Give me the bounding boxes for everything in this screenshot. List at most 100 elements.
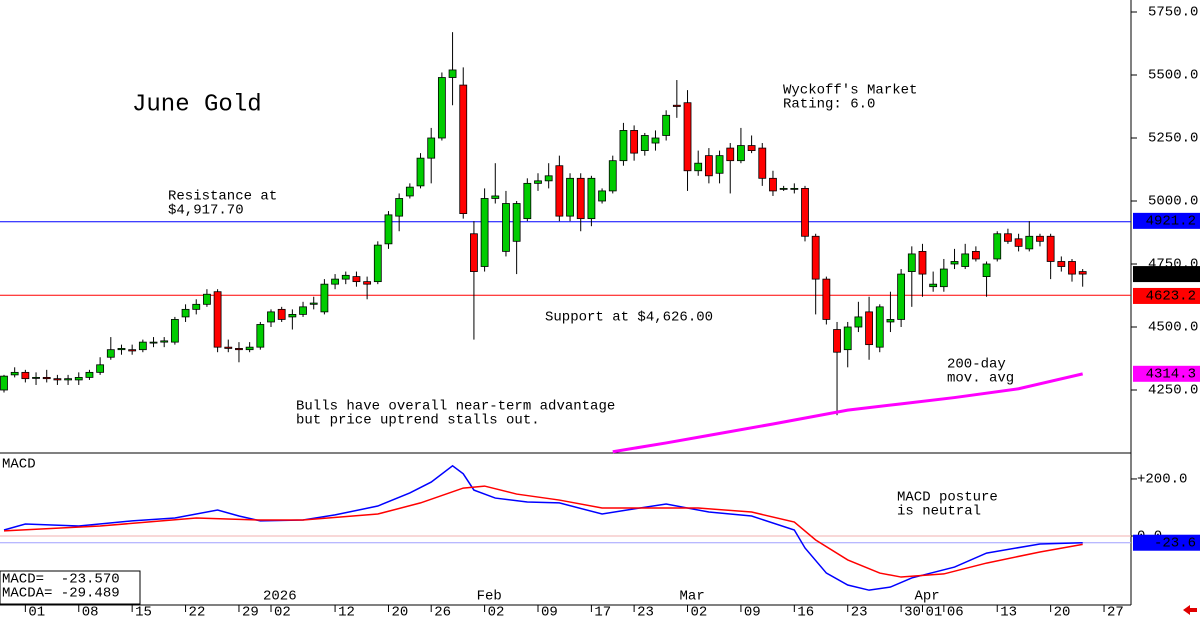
candle-body (192, 303, 201, 310)
macd-line (3, 485, 1083, 578)
candle-body (309, 302, 318, 305)
period-label: Mar (680, 589, 705, 605)
x-tick-label: 20 (1054, 605, 1071, 620)
candle-body (950, 261, 959, 265)
candle-body (42, 376, 51, 380)
x-tick-label: 29 (242, 605, 259, 620)
candle-body (886, 319, 895, 323)
candle-body (640, 135, 649, 151)
x-tick-label: 22 (189, 605, 206, 620)
x-tick-label: 20 (391, 605, 408, 620)
candle-body (235, 348, 243, 351)
candle-body (1004, 233, 1012, 242)
moving-average (612, 372, 1084, 454)
comment-note: Bulls have overall near-term advantage (296, 399, 615, 415)
candle-body (1036, 235, 1044, 242)
candle-body (523, 182, 532, 220)
candle-body (448, 69, 457, 78)
candle-body (694, 162, 703, 172)
candle-body (587, 177, 596, 220)
price-tag (1133, 365, 1200, 382)
candle-body (576, 177, 585, 220)
arrow-icon (1183, 605, 1197, 615)
candle-body (85, 371, 94, 378)
candle-body (619, 130, 628, 162)
x-tick-label: 02 (691, 605, 708, 620)
candle-body (64, 378, 72, 381)
candle-body (117, 348, 126, 351)
resistance-note: Resistance at (168, 189, 277, 205)
candle-body (299, 306, 307, 315)
candle-body (811, 235, 820, 280)
rating-note: Rating: 6.0 (783, 97, 875, 113)
candle-body (1078, 271, 1087, 275)
candle-body (427, 137, 436, 159)
candle-body (21, 371, 30, 380)
y-tick-label: +200.0 (1137, 472, 1187, 488)
candle-body (32, 376, 40, 379)
x-tick-label: 12 (338, 605, 355, 620)
candle-body (96, 364, 105, 373)
candle-body (801, 187, 809, 237)
candle-body (790, 187, 799, 190)
macd-note: is neutral (897, 504, 981, 520)
price-tag (1133, 534, 1200, 551)
x-tick-label: 02 (274, 605, 291, 620)
candle-body (170, 319, 179, 343)
candle-body (213, 291, 222, 348)
candle-body (480, 198, 489, 267)
candle-body (769, 177, 777, 192)
x-tick-label: 08 (82, 605, 99, 620)
x-tick-label: 23 (851, 605, 868, 620)
y-tick-label: 5000.0 (1148, 194, 1198, 210)
price-tag (1133, 266, 1200, 283)
x-tick-label: 01 (925, 605, 942, 620)
x-tick-label: 02 (488, 605, 505, 620)
macd-legend: MACD= -23.570 (2, 572, 120, 588)
candle-body (993, 233, 1002, 260)
price-tag-label: 4921.2 (1146, 214, 1196, 230)
resistance-note: $4,917.70 (168, 203, 244, 219)
candle-body (843, 326, 852, 351)
candle-body (224, 346, 233, 349)
candle-body (128, 349, 137, 352)
candle-body (704, 155, 713, 177)
candle-body (737, 145, 745, 162)
y-tick-label: 5250.0 (1148, 131, 1198, 147)
candle-body (651, 137, 660, 144)
candle-body (384, 214, 393, 245)
period-label: 2026 (263, 589, 297, 605)
macd-legend: MACDA= -29.489 (2, 586, 120, 602)
candle-body (822, 278, 831, 320)
candle-body (833, 329, 841, 353)
price-tag (1133, 212, 1200, 229)
candle-body (10, 371, 19, 376)
macd-note: MACD posture (897, 490, 998, 506)
candle-body (53, 378, 62, 381)
chart-title: June Gold (132, 91, 262, 118)
candle-body (1068, 261, 1076, 275)
candle-body (683, 102, 692, 172)
candle-body (907, 253, 916, 272)
candle-body (341, 274, 350, 280)
x-tick-label: 09 (744, 605, 761, 620)
candle-body (470, 233, 478, 272)
x-tick-label: 06 (947, 605, 964, 620)
candle-body (662, 114, 671, 136)
candle-body (918, 250, 927, 275)
candle-body (1057, 261, 1066, 267)
y-tick-label: 5500.0 (1148, 68, 1198, 84)
candle-body (0, 375, 8, 391)
candle-body (416, 157, 425, 187)
candle-body (395, 198, 404, 217)
candle-body (971, 250, 980, 260)
candle-body (982, 263, 991, 277)
macd-line (3, 464, 1083, 591)
candle-body (555, 165, 564, 217)
support-note: Support at $4,626.00 (545, 310, 713, 326)
x-tick-label: 13 (1000, 605, 1017, 620)
candle-body (160, 340, 169, 343)
candle-body (715, 155, 724, 174)
ma-note: 200-day (947, 357, 1006, 373)
